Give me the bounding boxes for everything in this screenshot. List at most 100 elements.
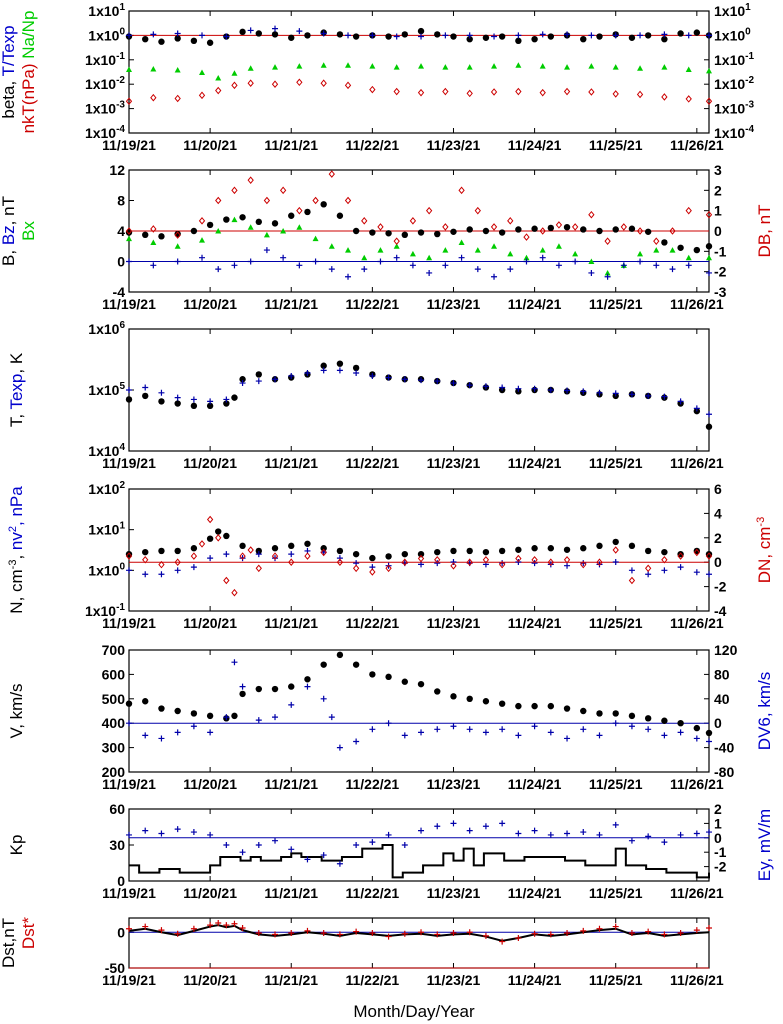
x-tick-label-p4-4: 11/23/21 bbox=[427, 615, 481, 631]
data-point-p5-1-18 bbox=[385, 720, 392, 727]
data-point-p1-3-8 bbox=[296, 78, 303, 87]
data-point-p1-0-10 bbox=[288, 34, 295, 41]
data-point-p1-2-2 bbox=[174, 67, 181, 73]
data-point-p4-2-3 bbox=[174, 558, 181, 566]
data-point-p1-0-7 bbox=[239, 28, 246, 36]
data-point-p4-2-5 bbox=[198, 540, 206, 548]
x-tick-label-p1-7: 11/26/21 bbox=[670, 137, 724, 153]
data-point-p5-1-20 bbox=[418, 729, 425, 736]
y2-tick-label-p5-2: 40 bbox=[714, 691, 730, 707]
y-axis-label-p4-part-5: , nPa bbox=[7, 486, 26, 526]
data-point-p1-2-6 bbox=[247, 65, 254, 71]
data-point-p2-0-36 bbox=[705, 243, 713, 250]
data-point-p1-3-3 bbox=[198, 91, 206, 100]
y2-tick-label-p5-1: 80 bbox=[714, 666, 730, 682]
data-point-p6-1-34 bbox=[677, 831, 684, 838]
x-tick-label-p6-1: 11/20/21 bbox=[183, 885, 237, 901]
x-tick-label-p7-7: 11/26/21 bbox=[670, 972, 724, 988]
data-point-p6-1-13 bbox=[336, 860, 343, 867]
data-point-p1-0-22 bbox=[482, 34, 490, 41]
data-point-p2-3-20 bbox=[474, 206, 481, 215]
data-point-p2-0-27 bbox=[563, 223, 571, 231]
x-tick-label-p4-6: 11/25/21 bbox=[589, 615, 643, 631]
data-point-p3-1-33 bbox=[661, 393, 668, 400]
data-point-p2-0-14 bbox=[352, 227, 360, 235]
data-point-p4-2-14 bbox=[288, 558, 295, 566]
y2-tick-label-p2-5: -2 bbox=[714, 264, 727, 280]
data-point-p1-1-20 bbox=[612, 32, 619, 39]
data-point-p1-0-2 bbox=[158, 38, 165, 45]
data-point-p2-3-32 bbox=[669, 227, 676, 235]
y-axis-label-p3-part-2: , K bbox=[7, 352, 26, 373]
data-point-p4-2-39 bbox=[693, 548, 700, 557]
y-axis-label-p2-part-0: B, bbox=[0, 245, 18, 266]
data-point-p6-1-27 bbox=[564, 830, 571, 837]
y-tick-label-p6-1: 30 bbox=[109, 837, 125, 853]
data-point-p7-1-30 bbox=[580, 927, 587, 934]
data-point-p4-0-31 bbox=[612, 538, 619, 546]
data-point-p5-1-11 bbox=[288, 701, 295, 708]
y-tick-label-p1-2: 1x10-1 bbox=[85, 51, 125, 68]
data-point-p6-1-36 bbox=[706, 829, 712, 836]
data-point-p1-2-4 bbox=[215, 74, 222, 81]
data-point-p5-0-13 bbox=[320, 661, 327, 668]
data-point-p1-3-9 bbox=[320, 79, 327, 87]
data-point-p1-2-5 bbox=[231, 70, 238, 76]
data-point-p2-1-30 bbox=[637, 250, 644, 257]
data-point-p1-0-3 bbox=[174, 35, 181, 42]
data-point-p6-1-2 bbox=[158, 830, 165, 837]
y-tick-label-p1-5: 1x10-4 bbox=[85, 124, 125, 141]
data-point-p3-1-2 bbox=[158, 389, 165, 396]
data-point-p2-0-16 bbox=[385, 230, 392, 237]
y-tick-label-p1-2-exp: -1 bbox=[116, 51, 125, 62]
data-point-p4-2-1 bbox=[142, 555, 149, 564]
data-point-p2-3-9 bbox=[296, 206, 303, 215]
data-point-p3-1-16 bbox=[385, 374, 392, 381]
data-point-p1-0-35 bbox=[693, 29, 701, 36]
data-point-p4-1-31 bbox=[628, 567, 635, 574]
data-point-p4-1-30 bbox=[612, 559, 619, 566]
data-point-p5-0-4 bbox=[190, 710, 198, 717]
y-axis-label-p2-part-2: , nT bbox=[0, 196, 18, 225]
data-point-p2-2-22 bbox=[507, 266, 514, 273]
data-point-p5-1-27 bbox=[531, 723, 538, 730]
data-point-p4-0-14 bbox=[336, 547, 344, 555]
x-tick-label-p7-3: 11/22/21 bbox=[345, 972, 399, 988]
data-point-p6-1-12 bbox=[320, 852, 327, 859]
data-point-p1-2-8 bbox=[296, 63, 303, 69]
data-point-p5-0-32 bbox=[628, 712, 636, 720]
data-point-p5-1-36 bbox=[677, 729, 684, 736]
x-tick-label-p7-2: 11/21/21 bbox=[264, 972, 318, 988]
y2-tick-label-p1-1-exp: 0 bbox=[745, 26, 751, 37]
data-point-p2-0-34 bbox=[677, 244, 684, 251]
data-point-p2-2-3 bbox=[199, 254, 206, 261]
data-point-p3-0-0 bbox=[125, 396, 133, 403]
data-point-p1-1-19 bbox=[588, 32, 595, 39]
data-point-p2-2-24 bbox=[539, 254, 546, 261]
x-tick-label-p7-5: 11/24/21 bbox=[508, 972, 562, 988]
x-tick-label-p5-7: 11/26/21 bbox=[670, 776, 724, 792]
data-point-p1-3-19 bbox=[563, 87, 571, 96]
y2-tick-label-p1-4: 1x10-3 bbox=[714, 100, 754, 117]
data-point-p6-1-31 bbox=[628, 837, 635, 844]
x-tick-label-p7-6: 11/25/21 bbox=[589, 972, 643, 988]
data-point-p4-2-27 bbox=[498, 560, 506, 569]
data-point-p1-1-22 bbox=[661, 31, 668, 38]
y-tick-label-p2-4: -4 bbox=[113, 284, 126, 300]
y-axis-label-p2: B, Bz, nT bbox=[0, 196, 18, 266]
data-point-p4-0-13 bbox=[320, 545, 327, 552]
data-point-p3-1-32 bbox=[645, 392, 652, 399]
data-point-p6-1-18 bbox=[418, 827, 425, 834]
x-tick-label-p7-4: 11/23/21 bbox=[427, 972, 481, 988]
data-point-p3-1-22 bbox=[482, 383, 489, 390]
x-tick-label-p7-1: 11/20/21 bbox=[183, 972, 237, 988]
data-point-p1-1-17 bbox=[539, 31, 546, 38]
data-point-p4-2-24 bbox=[450, 562, 457, 570]
data-point-p2-1-17 bbox=[426, 254, 433, 261]
data-point-p2-0-19 bbox=[434, 230, 441, 238]
data-point-p6-1-15 bbox=[369, 839, 376, 846]
data-point-p1-3-20 bbox=[588, 88, 595, 96]
data-point-p3-1-24 bbox=[515, 385, 522, 392]
data-point-p4-0-36 bbox=[693, 547, 701, 555]
data-point-p1-2-22 bbox=[637, 65, 644, 71]
